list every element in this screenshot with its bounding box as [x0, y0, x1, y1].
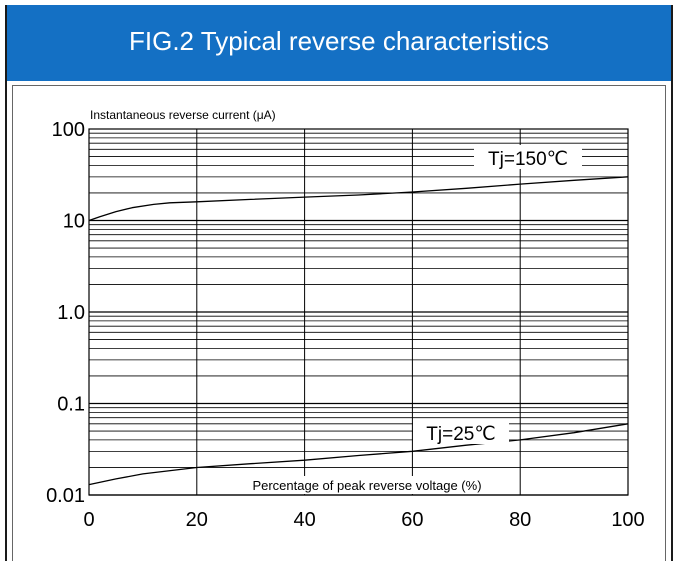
- plot-frame: [88, 128, 629, 496]
- labels: Instantaneous reverse current (μA) 0 20 40…: [46, 108, 645, 531]
- x-tick-label: 0: [83, 509, 94, 531]
- y-tick-label: 1.0: [57, 302, 85, 324]
- y-axis-label: Instantaneous reverse current (μA): [90, 108, 276, 122]
- grid: [88, 129, 629, 496]
- tj25-series-label: Tj=25℃: [426, 424, 495, 445]
- chart-panel: [12, 85, 666, 561]
- axes: [88, 128, 629, 496]
- x-tick-label: 100: [611, 509, 644, 531]
- tj25-label-bg: [413, 420, 509, 444]
- x-tick-label: 60: [401, 509, 423, 531]
- x-tick-label: 20: [186, 509, 208, 531]
- tj150-curve: [88, 176, 629, 222]
- y-tick-label: 0.01: [46, 485, 85, 507]
- series: [88, 176, 629, 486]
- y-tick-label: 0.1: [57, 394, 85, 416]
- y-tick-label: 100: [52, 119, 85, 141]
- x-axis-label: Percentage of peak reverse voltage (%): [252, 478, 481, 493]
- figure-title: FIG.2 Typical reverse characteristics: [129, 25, 549, 56]
- tj150-label-bg: [474, 145, 582, 169]
- tj25-curve: [88, 423, 629, 486]
- figure-title-bar: FIG.2 Typical reverse characteristics: [7, 5, 671, 81]
- y-tick-label: 10: [63, 211, 85, 233]
- x-tick-label: 40: [293, 509, 315, 531]
- x-tick-label: 80: [509, 509, 531, 531]
- figure-frame: FIG.2 Typical reverse characteristics: [5, 5, 673, 561]
- tj150-series-label: Tj=150℃: [488, 149, 568, 170]
- x-axis-label-bg: [220, 476, 514, 494]
